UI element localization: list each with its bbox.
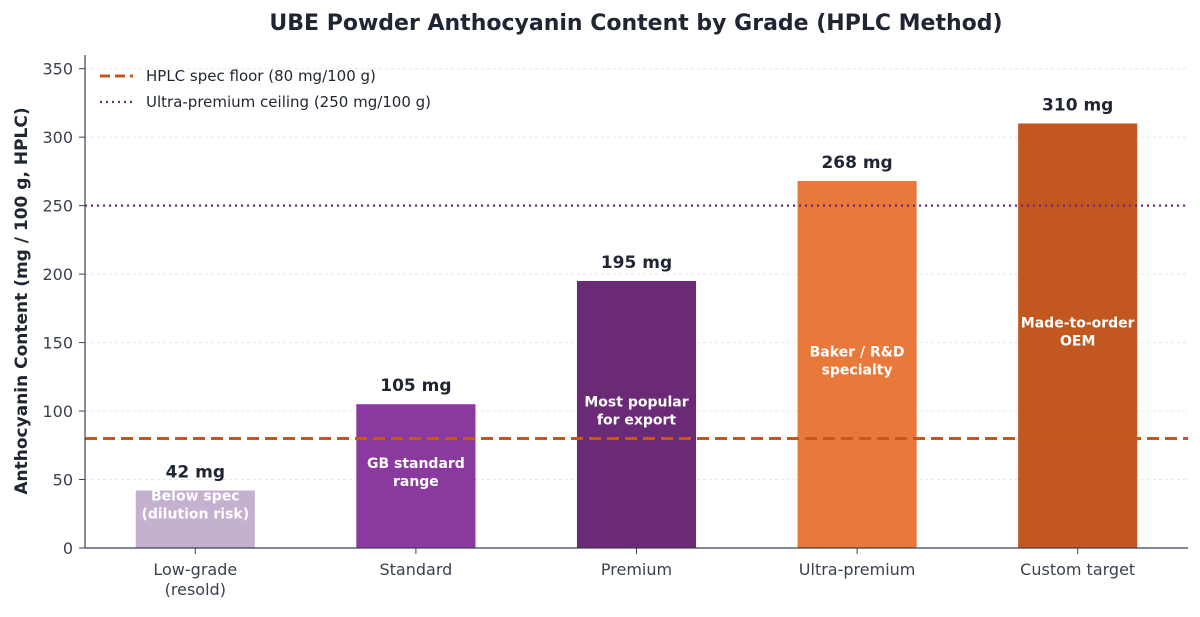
- bar-annotation-line: OEM: [1060, 334, 1095, 350]
- bar: [1018, 123, 1138, 548]
- value-label: 268 mg: [821, 153, 892, 173]
- y-tick-label: 200: [42, 265, 73, 284]
- legend-label: HPLC spec floor (80 mg/100 g): [146, 67, 376, 85]
- bar-annotation-line: GB standard: [367, 456, 465, 472]
- bar-annotation: Baker / R&D specialty: [810, 344, 905, 378]
- y-tick-label: 50: [53, 471, 73, 490]
- value-label: 310 mg: [1042, 95, 1113, 115]
- bar: [356, 404, 476, 548]
- data-labels: 42 mg Below spec (dilution risk) 105 mg GB s…: [141, 95, 1134, 522]
- bar-annotation: GB standard range: [367, 456, 465, 490]
- y-tick-label: 150: [42, 334, 73, 353]
- y-tick-label: 350: [42, 60, 73, 79]
- y-tick-label: 300: [42, 128, 73, 147]
- x-tick-label-line: Ultra-premium: [799, 560, 916, 579]
- axes: 0 50 100 150 200 250 300 350 Low-grade (resold) St…: [42, 55, 1188, 599]
- bar: [135, 490, 255, 548]
- x-tick-label: Standard: [380, 560, 453, 579]
- bar-annotation-line: Baker / R&D: [810, 344, 905, 360]
- reference-lines: [85, 204, 1188, 440]
- y-axis-label: Anthocyanin Content (mg / 100 g, HPLC): [12, 107, 32, 494]
- x-tick-label-line: Low-grade: [153, 560, 237, 579]
- y-tick-label: 100: [42, 402, 73, 421]
- x-tick-label: Ultra-premium: [799, 560, 916, 579]
- x-tick-label-line: Standard: [380, 560, 453, 579]
- bar-annotation-line: Below spec: [151, 488, 240, 504]
- bar-annotation-line: Most popular: [584, 394, 688, 410]
- bar-annotation-line: specialty: [822, 362, 893, 378]
- bar-annotation-line: range: [393, 474, 439, 490]
- bars: [135, 123, 1138, 548]
- value-label: 195 mg: [601, 253, 672, 273]
- legend-label: Ultra-premium ceiling (250 mg/100 g): [146, 93, 431, 111]
- x-tick-label: Low-grade (resold): [153, 560, 237, 599]
- bar: [797, 180, 917, 548]
- y-tick-label: 250: [42, 197, 73, 216]
- x-tick-label-line: Premium: [601, 560, 672, 579]
- legend: HPLC spec floor (80 mg/100 g) Ultra-premi…: [100, 67, 431, 111]
- x-tick-label: Premium: [601, 560, 672, 579]
- bar-annotation: Below spec (dilution risk): [141, 488, 249, 522]
- bar: [576, 280, 697, 548]
- value-label: 42 mg: [166, 462, 225, 482]
- y-tick-label: 0: [63, 539, 73, 558]
- bar-annotation-line: (dilution risk): [141, 506, 249, 522]
- bar-annotation: Made-to-order OEM: [1021, 316, 1135, 350]
- x-tick-label: Custom target: [1020, 560, 1135, 579]
- x-tick-label-line: (resold): [165, 580, 226, 599]
- value-label: 105 mg: [380, 376, 451, 396]
- x-tick-label-line: Custom target: [1020, 560, 1135, 579]
- bar-annotation-line: for export: [597, 412, 677, 428]
- chart-title: UBE Powder Anthocyanin Content by Grade …: [269, 11, 1002, 36]
- bar-annotation-line: Made-to-order: [1021, 316, 1135, 332]
- bar-annotation: Most popular for export: [584, 394, 688, 428]
